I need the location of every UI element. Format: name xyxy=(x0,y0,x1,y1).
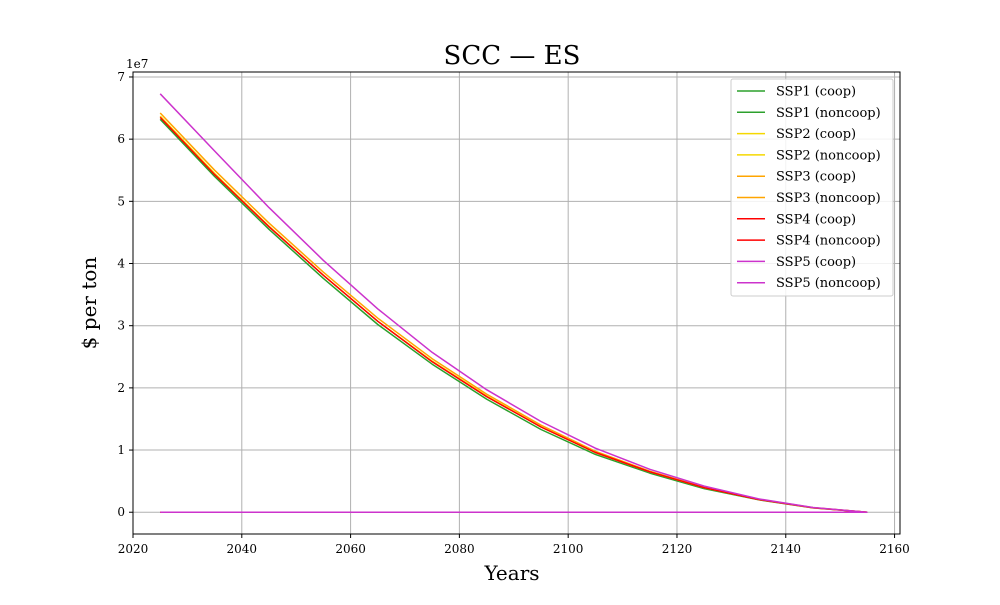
legend-label: SSP4 (noncoop) xyxy=(776,234,881,249)
x-tick-label: 2020 xyxy=(118,542,149,556)
x-tick-label: 2060 xyxy=(335,542,366,556)
x-axis-label: Years xyxy=(483,561,539,585)
y-tick-label: 5 xyxy=(117,194,125,208)
x-tick-label: 2100 xyxy=(553,542,584,556)
x-tick-label: 2140 xyxy=(770,542,801,556)
legend: SSP1 (coop) SSP1 (noncoop) SSP2 (coop) SSP2… xyxy=(730,78,894,297)
x-tick-label: 2040 xyxy=(227,542,258,556)
legend-label: SSP1 (coop) xyxy=(776,85,856,100)
legend-label: SSP3 (noncoop) xyxy=(776,191,881,206)
y-offset-label: 1e7 xyxy=(126,57,148,71)
y-tick-label: 6 xyxy=(117,132,125,146)
legend-label: SSP5 (noncoop) xyxy=(776,276,881,291)
y-tick-label: 7 xyxy=(117,70,125,84)
y-tick-label: 1 xyxy=(117,443,125,457)
y-axis-label: $ per ton xyxy=(77,257,101,350)
x-tick-label: 2160 xyxy=(879,542,910,556)
y-tick-label: 0 xyxy=(117,505,125,519)
legend-label: SSP1 (noncoop) xyxy=(776,106,881,121)
plot-frame xyxy=(132,71,901,535)
legend-label: SSP5 (coop) xyxy=(776,255,856,270)
y-tick-label: 3 xyxy=(117,319,125,333)
series-lines xyxy=(159,93,868,513)
series-line-9 xyxy=(159,93,868,513)
y-tick-label: 4 xyxy=(117,257,125,271)
legend-label: SSP2 (coop) xyxy=(776,127,856,142)
x-tick-label: 2120 xyxy=(662,542,693,556)
legend-label: SSP3 (coop) xyxy=(776,170,856,185)
chart-title: SCC — ES xyxy=(444,41,581,71)
x-tick-label: 2080 xyxy=(444,542,475,556)
y-tick-label: 2 xyxy=(117,381,125,395)
legend-label: SSP4 (coop) xyxy=(776,212,856,227)
axis-ticks: 2020 2040 2060 2080 2100 2120 2140 2160 0 1 2 3 4 5 6 7 xyxy=(117,70,909,556)
legend-label: SSP2 (noncoop) xyxy=(776,148,881,163)
legend-box xyxy=(730,78,894,297)
